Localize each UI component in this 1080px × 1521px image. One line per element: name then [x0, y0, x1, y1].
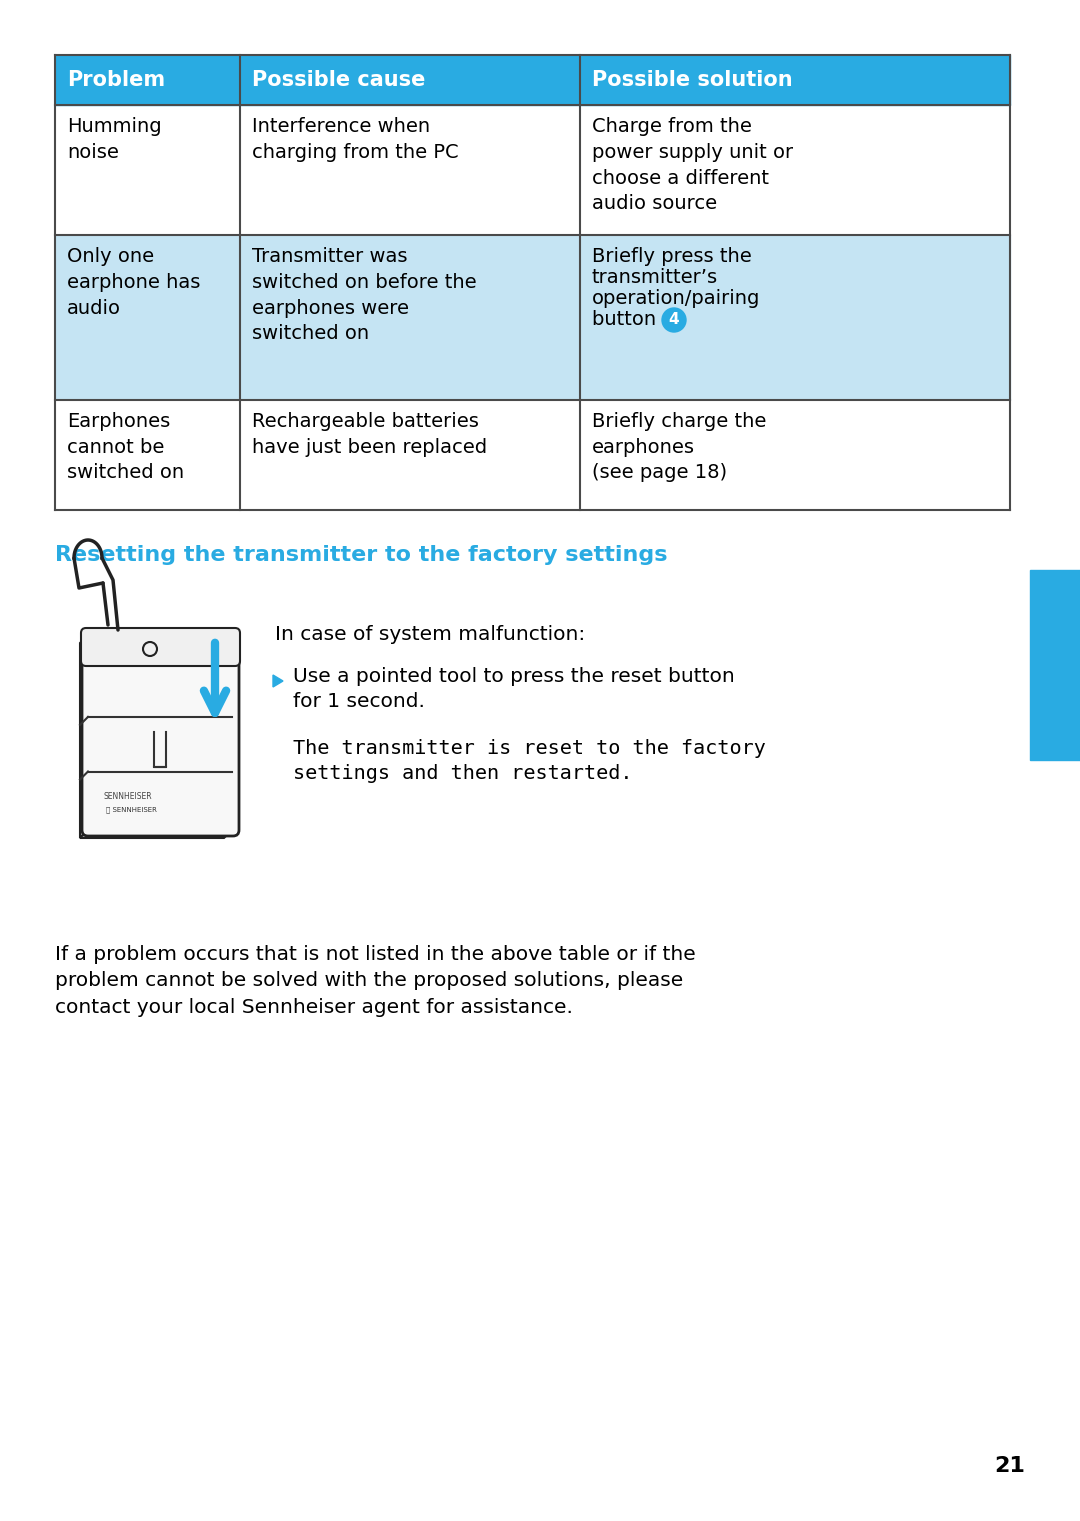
Text: Interference when
charging from the PC: Interference when charging from the PC [252, 117, 459, 161]
Text: ⧊ SENNHEISER: ⧊ SENNHEISER [106, 806, 157, 814]
Text: Rechargeable batteries
have just been replaced: Rechargeable batteries have just been re… [252, 412, 487, 456]
Text: button: button [592, 310, 662, 329]
Text: operation/pairing: operation/pairing [592, 289, 760, 307]
Text: Resetting the transmitter to the factory settings: Resetting the transmitter to the factory… [55, 545, 667, 564]
Text: Transmitter was
switched on before the
earphones were
switched on: Transmitter was switched on before the e… [252, 246, 476, 344]
Bar [55, 400, 1010, 510]
Text: In case of system malfunction:: In case of system malfunction: [275, 625, 585, 643]
Text: Possible solution: Possible solution [592, 70, 793, 90]
Bar [55, 105, 1010, 236]
Text: 4: 4 [669, 312, 679, 327]
Text: Problem: Problem [67, 70, 165, 90]
Text: The transmitter is reset to the factory
settings and then restarted.: The transmitter is reset to the factory … [293, 739, 766, 783]
Text: Only one
earphone has
audio: Only one earphone has audio [67, 246, 201, 318]
Text: transmitter’s: transmitter’s [592, 268, 718, 287]
Circle shape [662, 307, 686, 332]
Bar [1030, 570, 1080, 760]
Text: Humming
noise: Humming noise [67, 117, 162, 161]
Polygon shape [80, 830, 232, 838]
Bar [55, 55, 1010, 105]
Bar [55, 236, 1010, 400]
Text: If a problem occurs that is not listed in the above table or if the
problem cann: If a problem occurs that is not listed i… [55, 945, 696, 1018]
Circle shape [143, 642, 157, 656]
Text: SENNHEISER: SENNHEISER [103, 792, 151, 802]
Text: 21: 21 [995, 1456, 1025, 1475]
Text: Briefly charge the
earphones
(see page 18): Briefly charge the earphones (see page 1… [592, 412, 767, 482]
FancyBboxPatch shape [82, 630, 239, 837]
Polygon shape [80, 634, 87, 838]
Text: Briefly press the: Briefly press the [592, 246, 752, 266]
Text: Charge from the
power supply unit or
choose a different
audio source: Charge from the power supply unit or cho… [592, 117, 793, 213]
Polygon shape [273, 675, 283, 687]
Text: Possible cause: Possible cause [252, 70, 426, 90]
FancyBboxPatch shape [81, 628, 240, 666]
Text: Use a pointed tool to press the reset button
for 1 second.: Use a pointed tool to press the reset bu… [293, 668, 734, 710]
Text: Earphones
cannot be
switched on: Earphones cannot be switched on [67, 412, 184, 482]
